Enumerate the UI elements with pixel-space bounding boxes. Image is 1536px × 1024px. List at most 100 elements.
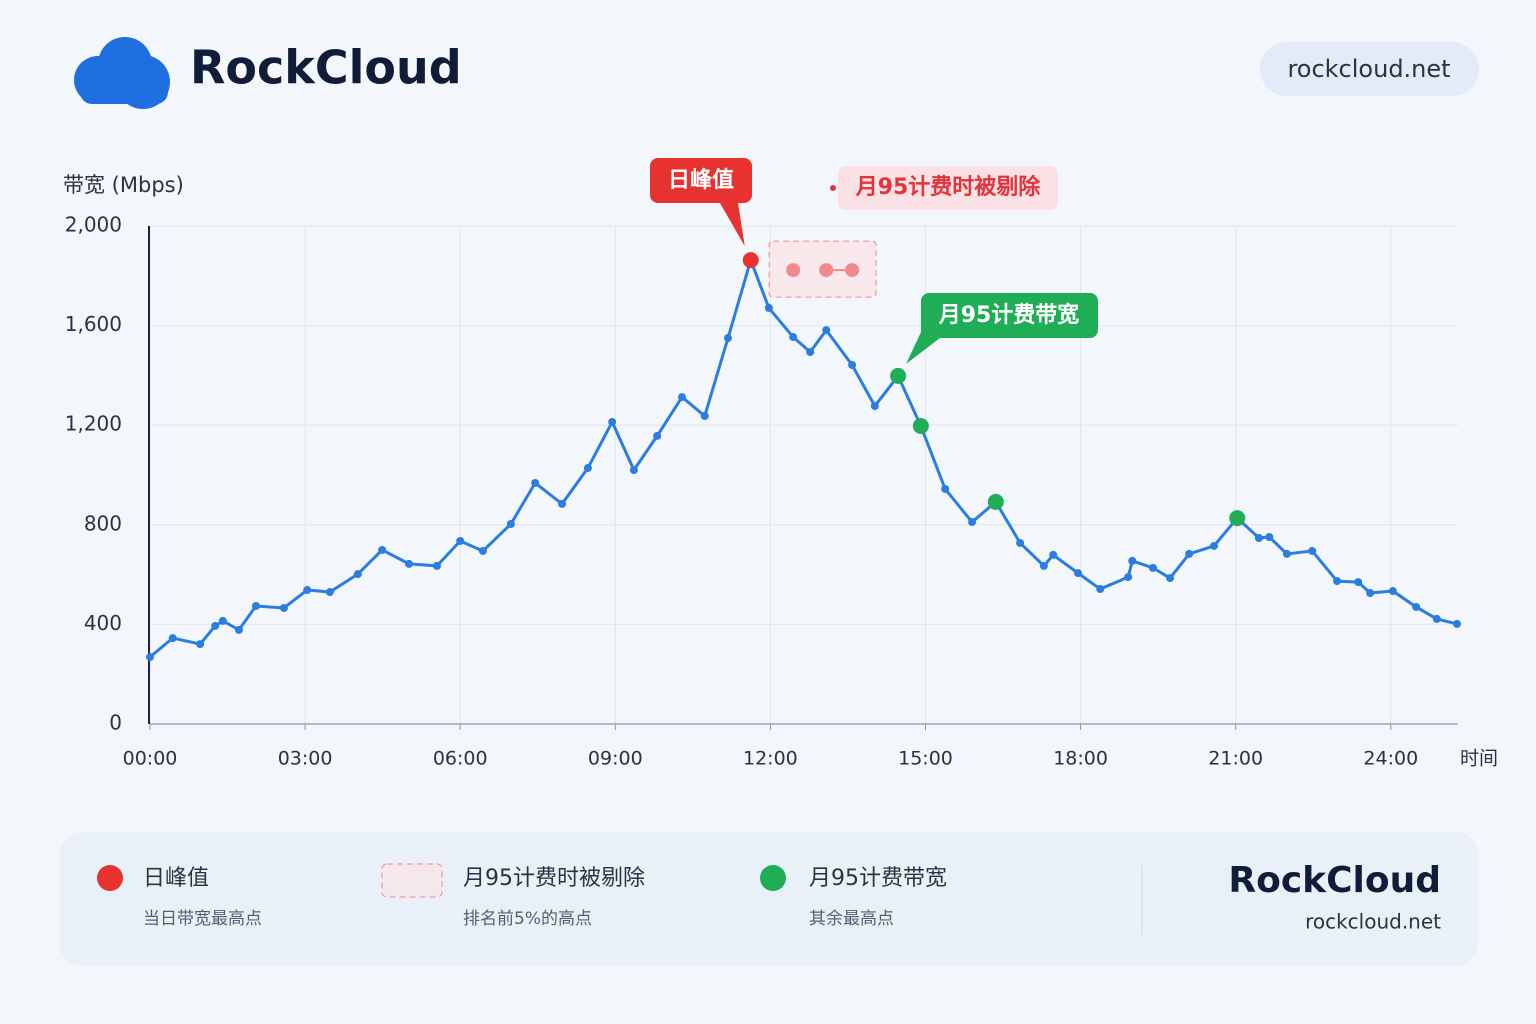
y-tick-label: 800 <box>84 511 122 535</box>
point <box>870 402 879 411</box>
y-tick-label: 1,600 <box>65 312 122 336</box>
point <box>700 411 709 420</box>
highlight-point <box>912 417 929 434</box>
highlight-point <box>890 367 907 384</box>
point <box>506 520 515 529</box>
x-tick-label: 12:00 <box>743 748 798 770</box>
highlight-point <box>845 263 860 278</box>
callout-pointer <box>906 330 940 364</box>
point <box>432 561 441 570</box>
point <box>822 326 831 335</box>
callout-box <box>921 293 1098 338</box>
url[interactable]: rockcloud.net <box>1287 55 1450 83</box>
point <box>1412 602 1421 611</box>
url-pill[interactable] <box>1260 42 1479 96</box>
callout-box <box>650 158 752 203</box>
point <box>1049 550 1058 559</box>
point <box>168 634 177 643</box>
callout-box <box>838 166 1058 210</box>
point <box>378 545 387 554</box>
legend-swatch <box>760 865 786 891</box>
point <box>968 518 977 527</box>
point <box>1254 533 1263 542</box>
point <box>608 417 617 426</box>
point <box>1148 563 1157 572</box>
callout-pointer <box>720 203 745 247</box>
callout-icon <box>830 185 836 191</box>
x-tick-label: 18:00 <box>1053 748 1108 770</box>
callout-label: 月95计费时被剔除 <box>855 174 1042 200</box>
point <box>848 360 857 369</box>
point <box>1128 556 1137 565</box>
point <box>1308 546 1317 555</box>
point <box>1265 533 1274 542</box>
point <box>456 536 465 545</box>
highlight-point <box>819 263 834 278</box>
highlight-point <box>742 252 759 269</box>
legend-swatch <box>381 863 443 898</box>
point <box>478 546 487 555</box>
point <box>724 334 733 343</box>
x-tick-label: 09:00 <box>588 748 643 770</box>
point <box>196 640 205 649</box>
highlight-point <box>987 493 1004 510</box>
point <box>1074 569 1083 578</box>
point <box>583 464 592 473</box>
point <box>1432 614 1441 623</box>
point <box>629 466 638 475</box>
legend-description: 其余最高点 <box>809 909 894 929</box>
point <box>1333 577 1342 586</box>
point <box>677 393 686 402</box>
point <box>279 603 288 612</box>
footer-url: rockcloud.net <box>1305 910 1441 934</box>
point <box>1096 585 1105 594</box>
point <box>1282 549 1291 558</box>
highlight-point <box>786 263 801 278</box>
legend-swatch <box>97 865 123 891</box>
point <box>1166 574 1175 583</box>
point <box>1366 589 1375 598</box>
point <box>1209 541 1218 550</box>
point <box>1039 561 1048 570</box>
callout-label: 月95计费带宽 <box>938 302 1080 328</box>
point <box>1016 538 1025 547</box>
x-axis-label: 时间 <box>1460 748 1498 770</box>
logo-icon <box>74 37 170 109</box>
callout-label: 日峰值 <box>668 167 734 193</box>
legend-label: 月95计费带宽 <box>809 866 947 891</box>
point <box>146 653 154 662</box>
y-axis-label: 带宽 (Mbps) <box>63 173 184 197</box>
point <box>1185 549 1194 558</box>
legend-label: 月95计费时被剔除 <box>463 866 645 891</box>
point <box>303 586 312 595</box>
highlight-point <box>1229 510 1246 527</box>
x-tick-label: 03:00 <box>278 748 333 770</box>
x-tick-label: 24:00 <box>1363 748 1418 770</box>
point <box>353 570 362 579</box>
point <box>653 431 662 440</box>
point <box>234 625 243 634</box>
y-tick-label: 0 <box>109 711 122 735</box>
point <box>1388 587 1397 596</box>
point <box>325 588 334 597</box>
x-tick-label: 15:00 <box>898 748 953 770</box>
point <box>251 601 260 610</box>
x-tick-label: 21:00 <box>1208 748 1263 770</box>
legend-description: 排名前5%的高点 <box>463 909 592 929</box>
point <box>1354 578 1363 587</box>
y-tick-label: 400 <box>84 611 122 635</box>
point <box>218 616 227 625</box>
point <box>941 484 950 493</box>
point <box>211 621 220 630</box>
legend-description: 当日带宽最高点 <box>143 909 262 929</box>
point <box>789 333 798 342</box>
point <box>558 499 567 508</box>
x-tick-label: 00:00 <box>123 748 178 770</box>
x-tick-label: 06:00 <box>433 748 488 770</box>
footer-brand: RockCloud <box>1228 860 1441 901</box>
legend-label: 日峰值 <box>143 866 209 891</box>
point <box>806 347 815 356</box>
y-tick-label: 1,200 <box>65 412 122 436</box>
